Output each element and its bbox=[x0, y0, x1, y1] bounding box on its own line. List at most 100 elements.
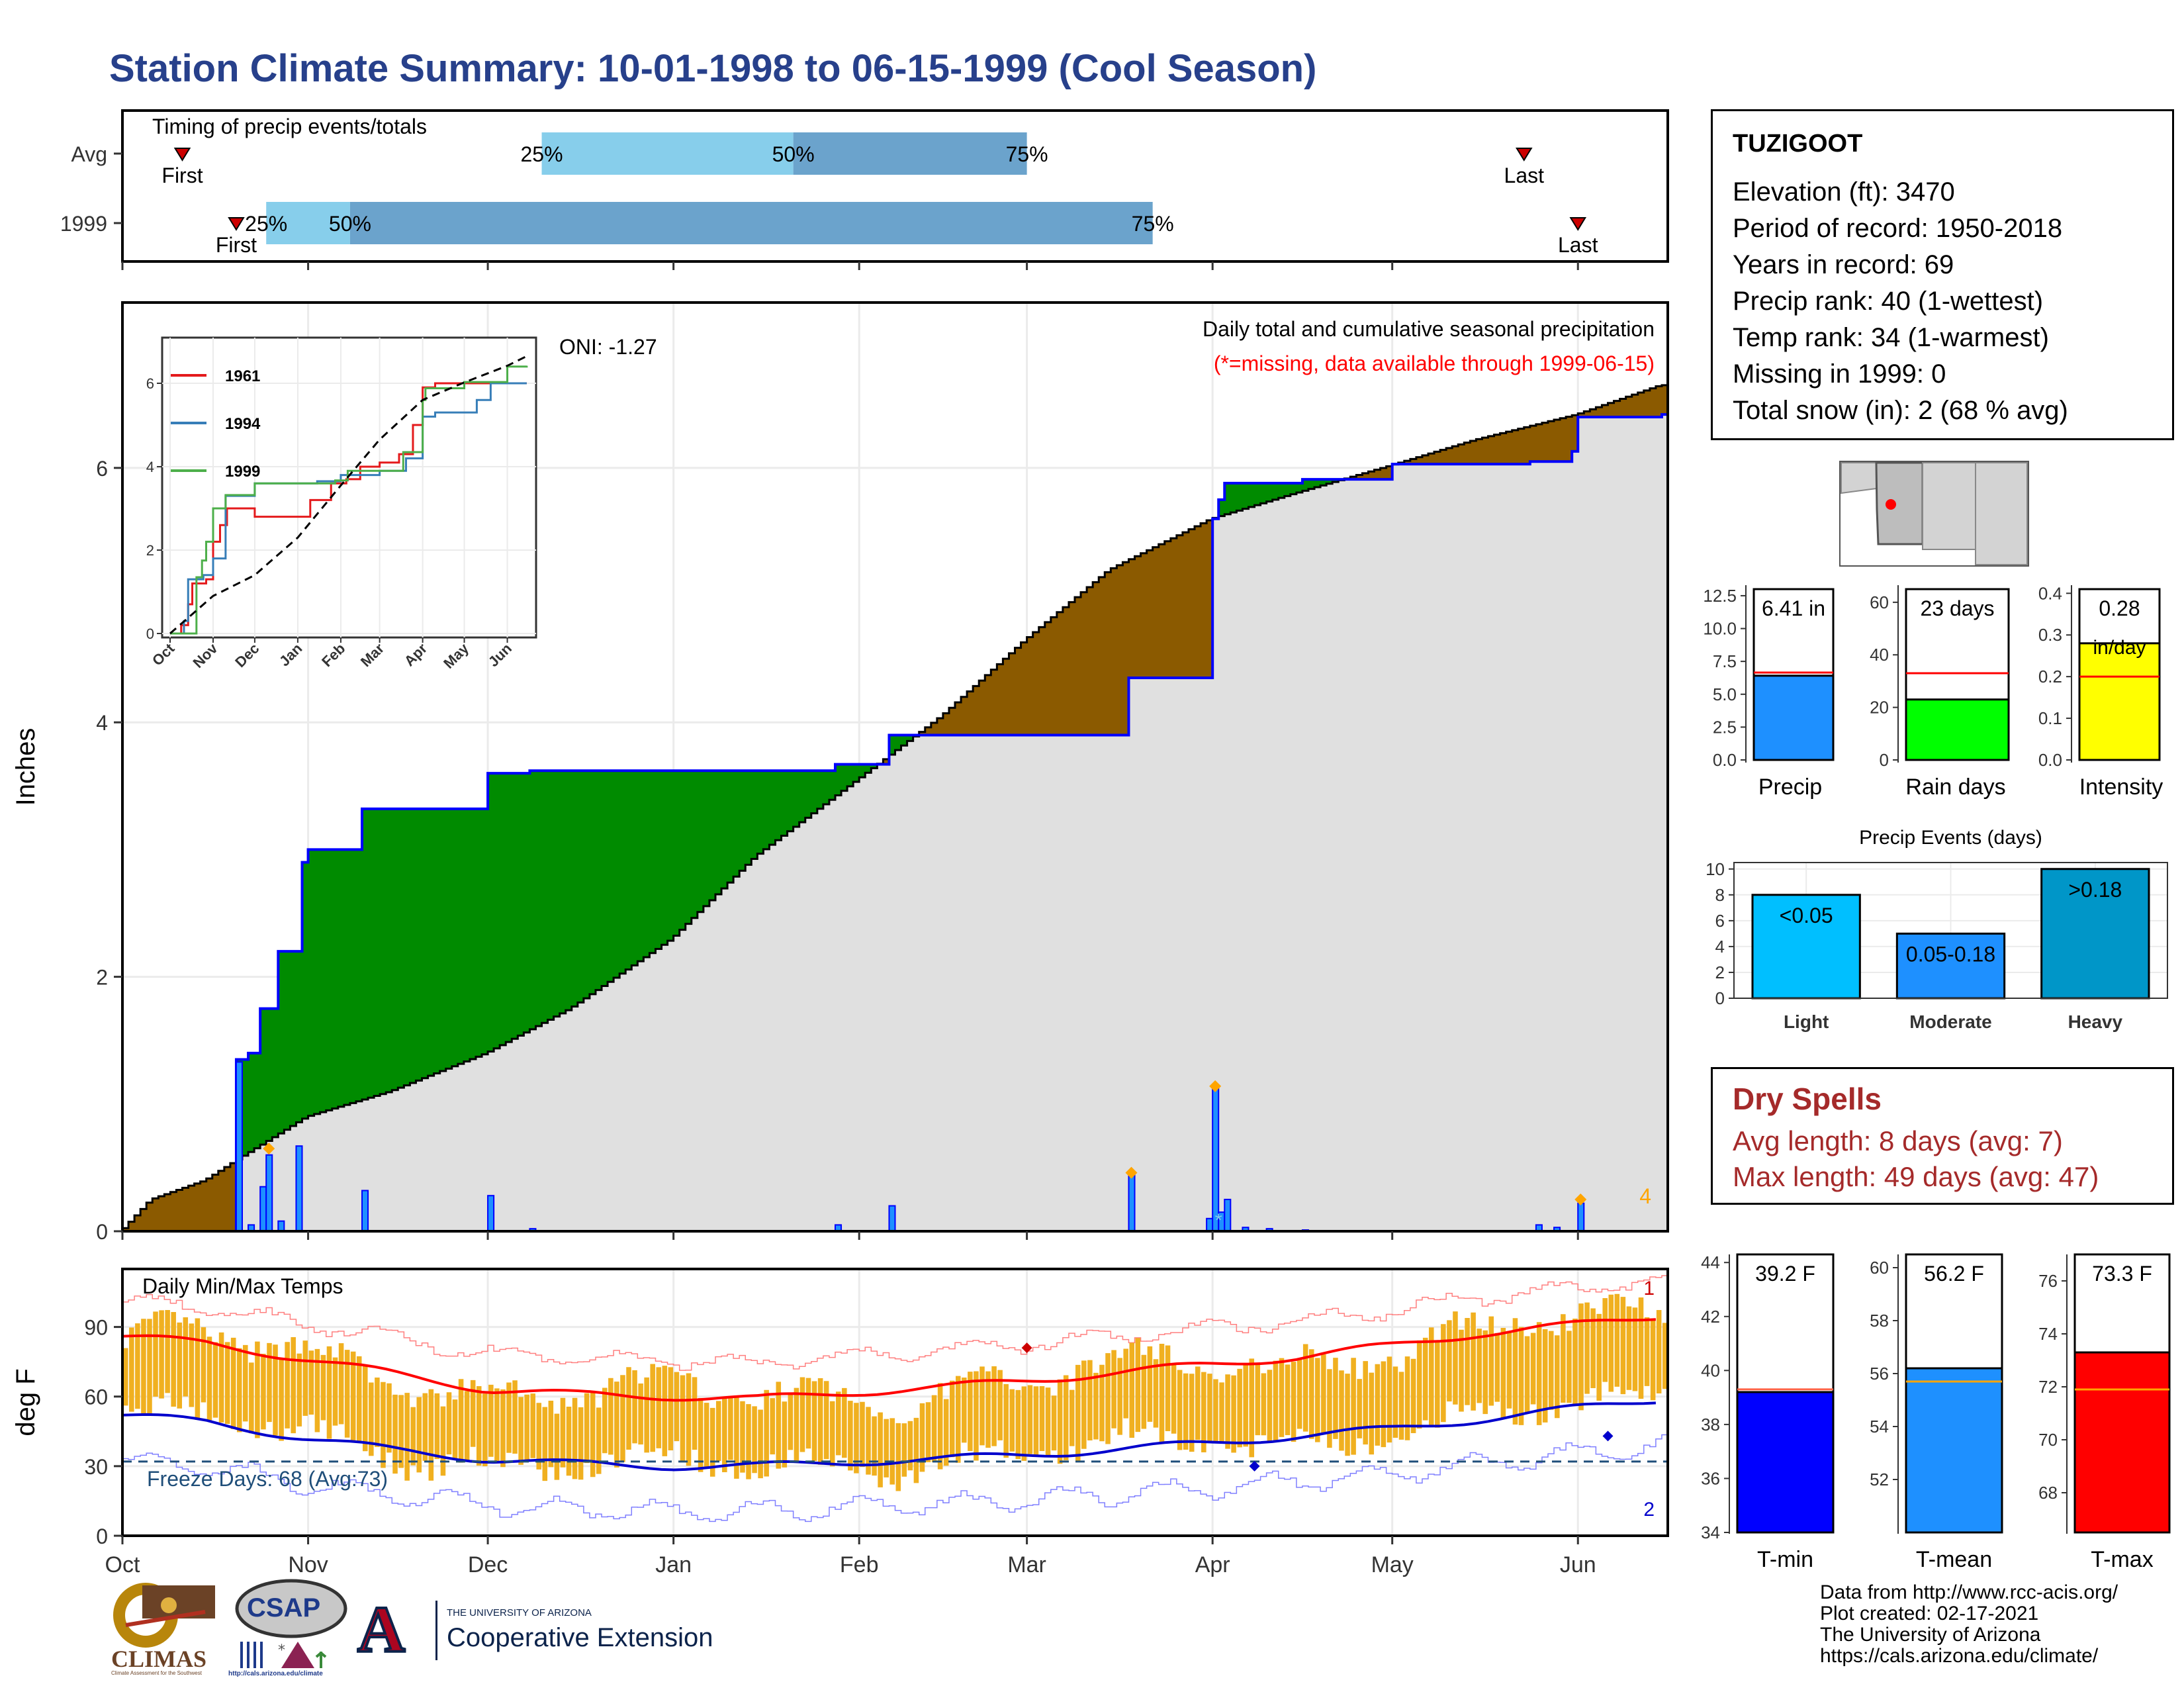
ua-logo-letter: A bbox=[356, 1591, 406, 1667]
temp-record-low-line bbox=[122, 1434, 1668, 1523]
precip-daily-bar bbox=[1577, 1202, 1585, 1232]
inset-legend-label: 1961 bbox=[225, 367, 260, 385]
temp-record-high-marker bbox=[1021, 1342, 1032, 1354]
precip-daily-bar bbox=[361, 1190, 369, 1233]
precip-avg-fill-area bbox=[122, 414, 1668, 1231]
temp-season-bar-y-tick-label: 60 bbox=[1870, 1258, 1889, 1278]
inset-y-tick-label: 4 bbox=[146, 459, 154, 475]
station-temp-rank: Temp rank: 34 (1-warmest) bbox=[1733, 323, 2049, 352]
station-years: Years in record: 69 bbox=[1733, 250, 1954, 279]
precip-events-chart: <0.05 Light 0.05-0.18 Moderate >0.18 Heavy 0 2 4… bbox=[1706, 827, 2168, 1032]
temp-season-bar-y-tick-label: 68 bbox=[2038, 1483, 2058, 1503]
season-bar-category-label: Intensity bbox=[2079, 774, 2163, 800]
temp-season-bar-y-tick-label: 52 bbox=[1870, 1470, 1889, 1489]
temp-x-tick-label: Dec bbox=[468, 1552, 508, 1577]
season-bar-y-tick-label: 60 bbox=[1870, 592, 1889, 612]
precip-daily-bar bbox=[265, 1154, 273, 1233]
temp-y-tick-label: 60 bbox=[84, 1385, 108, 1409]
precip-daily-bar bbox=[259, 1186, 267, 1233]
temp-x-tick-label: May bbox=[1371, 1552, 1414, 1577]
credit-url: https://cals.arizona.edu/climate/ bbox=[1820, 1645, 2099, 1667]
temp-season-bar-category-label: T-min bbox=[1757, 1547, 1813, 1572]
dry-spells-avg: Avg length: 8 days (avg: 7) bbox=[1733, 1125, 2063, 1156]
temp-x-tick-label: Mar bbox=[1007, 1552, 1046, 1577]
temperature-panel: 0 30 60 90 Oct Nov Dec Jan Feb Mar Apr May Jun deg F D… bbox=[11, 1268, 1669, 1577]
precip-daily-record-marker bbox=[1574, 1193, 1587, 1205]
season-bar-category-label: Rain days bbox=[1905, 774, 2005, 800]
precip-y-axis-label: Inches bbox=[11, 728, 40, 806]
temp-x-tick-label: Jan bbox=[655, 1552, 692, 1577]
station-precip-rank: Precip rank: 40 (1-wettest) bbox=[1733, 287, 2044, 316]
temp-freeze-days-label: Freeze Days: 68 (Avg:73) bbox=[147, 1467, 388, 1491]
timing-row-avg: Avg 25% 50% 75% First Last bbox=[71, 132, 1544, 187]
precip-missing-marker: * bbox=[1215, 1210, 1222, 1231]
temp-panel-frame bbox=[121, 1268, 1669, 1537]
precip-events-title: Precip Events (days) bbox=[1859, 827, 2042, 849]
temp-season-bar-category-label: T-mean bbox=[1916, 1547, 1992, 1572]
temp-x-tick-label: Nov bbox=[288, 1552, 328, 1577]
svg-text:*: * bbox=[278, 1642, 285, 1659]
season-bar-y-tick-label: 0.0 bbox=[2038, 750, 2062, 770]
precip-chart-subtitle: (*=missing, data available through 1999-… bbox=[1214, 352, 1655, 375]
season-bar-y-tick-label: 7.5 bbox=[1713, 651, 1737, 671]
inset-frame bbox=[161, 336, 537, 639]
season-bar-y-tick-label: 5.0 bbox=[1713, 684, 1737, 704]
season-bar-value-unit: in/day bbox=[2093, 637, 2146, 659]
temp-record-low-marker bbox=[1249, 1460, 1260, 1472]
precip-events-bar-label: 0.05-0.18 bbox=[1906, 942, 1995, 966]
precip-y-tick-label: 2 bbox=[96, 966, 108, 990]
inset-legend-label: 1999 bbox=[225, 463, 260, 481]
inset-y-tick-label: 2 bbox=[146, 542, 154, 559]
timing-last-label: Last bbox=[1504, 164, 1545, 187]
precip-oni-label: ONI: -1.27 bbox=[559, 335, 657, 359]
station-missing: Missing in 1999: 0 bbox=[1733, 359, 1946, 389]
timing-pct-25: 25% bbox=[245, 212, 287, 236]
temp-season-bar-y-tick-label: 58 bbox=[1870, 1311, 1889, 1331]
temp-record-high-count: 1 bbox=[1643, 1278, 1655, 1299]
temp-season-bar-value-label: 73.3 F bbox=[2092, 1262, 2152, 1286]
season-bar-y-tick-label: 0 bbox=[1880, 750, 1889, 770]
precip-daily-bar bbox=[1224, 1198, 1232, 1232]
season-bar-value bbox=[1752, 675, 1835, 761]
locator-map bbox=[1839, 461, 2029, 567]
precip-daily-bar bbox=[277, 1220, 285, 1232]
temp-season-bar-tmax: 68 70 72 74 76 73.3 F T-max bbox=[2038, 1253, 2171, 1572]
station-period: Period of record: 1950-2018 bbox=[1733, 214, 2063, 243]
climas-logo-text: CLIMAS bbox=[111, 1646, 207, 1672]
timing-bar-25-50 bbox=[541, 132, 794, 175]
timing-last-label: Last bbox=[1558, 233, 1598, 257]
season-bar-value bbox=[2078, 642, 2161, 761]
precip-events-bar-label: <0.05 bbox=[1780, 904, 1833, 927]
precip-events-bar bbox=[2040, 868, 2150, 1000]
precip-events-bar bbox=[1895, 932, 2006, 1000]
season-bar-y-tick-label: 12.5 bbox=[1703, 586, 1737, 606]
precip-panel-frame bbox=[121, 301, 1669, 1233]
inset-y-tick-label: 0 bbox=[146, 626, 154, 642]
season-bar-value bbox=[1905, 698, 2010, 761]
temp-season-bar-y-tick-label: 42 bbox=[1701, 1307, 1720, 1327]
temp-y-tick-label: 0 bbox=[96, 1524, 108, 1548]
timing-panel-label: Timing of precip events/totals bbox=[152, 115, 427, 138]
temp-x-tick-label: Feb bbox=[840, 1552, 879, 1577]
temp-season-bar-y-tick-label: 40 bbox=[1701, 1360, 1720, 1380]
csap-logo: * CSAP http://cals.arizona.edu/climate bbox=[228, 1579, 347, 1678]
precip-events-category-label: Moderate bbox=[1909, 1011, 1991, 1032]
timing-bar-50-75 bbox=[793, 132, 1027, 175]
temp-season-bar-value-label: 39.2 F bbox=[1755, 1262, 1815, 1286]
precip-panel: * 0 2 4 6 Inches Daily total and cumulative se… bbox=[11, 301, 1669, 1244]
station-elevation: Elevation (ft): 3470 bbox=[1733, 177, 1955, 207]
precip-y-tick-label: 4 bbox=[96, 711, 108, 735]
timing-last-marker bbox=[1569, 217, 1587, 231]
locator-map-new-mexico-shape bbox=[1922, 462, 1976, 550]
precip-daily-bar bbox=[295, 1145, 303, 1233]
temp-y-tick-label: 30 bbox=[84, 1455, 108, 1479]
precip-daily-record-marker bbox=[263, 1143, 275, 1155]
season-bar-value-label: 0.28 bbox=[2099, 596, 2140, 620]
temp-season-bar-value bbox=[2073, 1351, 2171, 1534]
credit-plot-created: Plot created: 02-17-2021 bbox=[1820, 1603, 2039, 1624]
locator-map-texas-shape bbox=[1975, 462, 2028, 565]
csap-logo-text: CSAP bbox=[247, 1593, 321, 1622]
season-bar-y-tick-label: 0.3 bbox=[2038, 625, 2062, 645]
